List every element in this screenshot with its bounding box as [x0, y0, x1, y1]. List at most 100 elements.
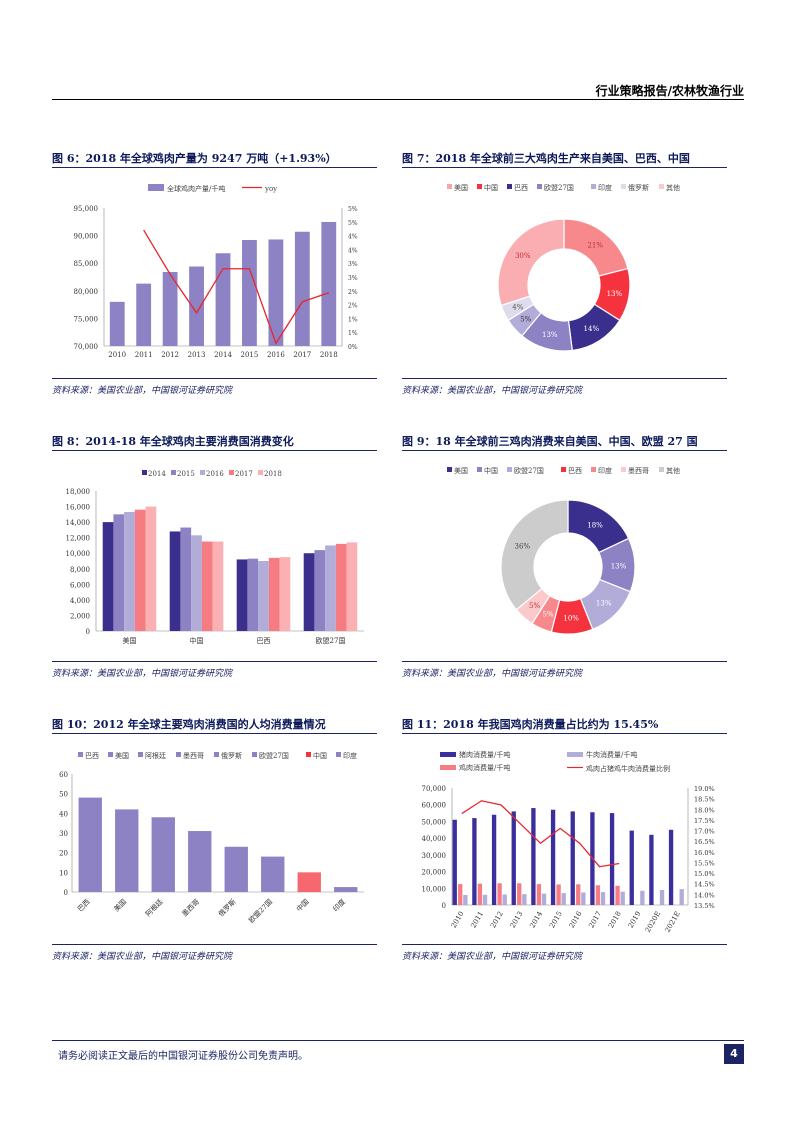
y2-tick: 14.5%	[694, 881, 715, 889]
legend-label: 美国	[115, 751, 129, 760]
bar	[294, 231, 310, 346]
figure-7-title: 图 7：2018 年全球前三大鸡肉生产来自美国、巴西、中国	[402, 150, 727, 168]
bar	[659, 889, 665, 905]
y2-tick: 3%	[348, 261, 358, 268]
footer-disclaimer: 请务必阅读正文最后的中国银河证券股份公司免责声明。	[58, 1051, 308, 1062]
page-header: 行业策略报告/农林牧渔行业	[52, 80, 744, 100]
legend-swatch	[148, 184, 164, 191]
x-tick: 2011	[135, 351, 153, 359]
legend-label: 其他	[666, 466, 680, 475]
legend-label: 印度	[598, 466, 612, 475]
x-tick: 2014	[214, 351, 232, 359]
bar	[321, 221, 337, 346]
figure-7: 图 7：2018 年全球前三大鸡肉生产来自美国、巴西、中国 美国 中国 巴西 欧盟27…	[402, 150, 727, 396]
bar	[531, 808, 536, 905]
pie-label: 13%	[611, 562, 627, 570]
pie-label: 21%	[587, 242, 603, 250]
legend-label: 俄罗斯	[221, 751, 242, 760]
pie-label: 5%	[542, 610, 553, 618]
legend-swatch	[336, 752, 341, 757]
legend-swatch	[659, 184, 664, 189]
pie-label: 13%	[542, 331, 558, 339]
legend-swatch	[214, 752, 219, 757]
legend-label: 猪肉消费量/千吨	[459, 750, 510, 759]
figure-7-source: 资料来源：美国农业部，中国银河证券研究院	[402, 378, 727, 396]
legend-swatch	[507, 467, 512, 472]
bar	[556, 884, 561, 905]
figure-9-chart: 美国 中国 欧盟27国 巴西 印度 墨西哥 其他 18% 13% 13% 10% 5%5% 36%	[402, 451, 727, 661]
x-tick: 巴西	[257, 637, 271, 645]
y-tick: 90,000	[74, 233, 99, 241]
legend-label: 中国	[313, 751, 327, 760]
figure-9-source: 资料来源：美国农业部，中国银河证券研究院	[402, 661, 727, 679]
y2-tick: 1%	[348, 316, 358, 323]
bar	[78, 797, 102, 892]
bar	[180, 527, 192, 631]
y-tick: 0	[442, 902, 446, 910]
bar	[541, 893, 547, 905]
bar	[536, 884, 542, 905]
pie-label: 13%	[596, 600, 612, 608]
y-tick: 60,000	[422, 802, 447, 810]
figure-11: 图 11：2018 年我国鸡肉消费量占比约为 15.45% 猪肉消费量/千吨 牛肉…	[402, 716, 727, 962]
bar	[201, 541, 213, 631]
y2-tick: 4%	[348, 234, 358, 241]
legend-swatch	[621, 467, 626, 472]
bar	[649, 834, 654, 905]
figure-9-title: 图 9：18 年全球前三鸡肉消费来自美国、中国、欧盟 27 国	[402, 433, 727, 451]
y-tick: 8,000	[70, 566, 90, 574]
y2-tick: 17.5%	[694, 817, 715, 825]
y-tick: 85,000	[74, 260, 99, 268]
bar	[679, 889, 684, 905]
bar	[600, 892, 606, 905]
bar	[335, 543, 347, 631]
legend-label: 2015	[177, 470, 195, 478]
y2-tick: 2%	[348, 289, 358, 296]
bar	[247, 558, 259, 631]
legend-swatch	[659, 467, 664, 472]
bar	[279, 557, 291, 631]
x-tick: 2013	[188, 351, 206, 359]
figure-8-chart: 2014 2015 2016 2017 2018 0 2,000 4,000 6,000 8,00…	[52, 451, 377, 661]
legend-swatch	[138, 752, 143, 757]
bar	[268, 557, 280, 631]
legend-swatch	[200, 470, 205, 475]
bar	[236, 559, 248, 631]
legend-label: 美国	[454, 466, 468, 475]
bar	[102, 522, 114, 631]
x-tick: 中国	[190, 636, 204, 645]
legend-label: 2017	[235, 470, 253, 478]
y-tick: 14,000	[66, 519, 91, 527]
bar	[134, 509, 146, 631]
bar	[482, 894, 488, 905]
bar	[346, 542, 358, 631]
y-tick: 2,000	[70, 612, 90, 620]
bar	[472, 818, 477, 905]
y2-tick: 14.0%	[694, 891, 715, 899]
y-tick: 50	[59, 791, 68, 799]
x-tick: 美国	[123, 636, 137, 645]
y2-tick: 5%	[348, 220, 358, 227]
legend-label: 中国	[484, 466, 498, 475]
bar	[463, 894, 468, 905]
legend-swatch	[567, 752, 583, 757]
bar	[145, 506, 157, 631]
bar	[561, 893, 566, 905]
legend-swatch	[171, 470, 176, 475]
x-tick: 2012	[161, 351, 179, 359]
x-tick: 2016	[267, 351, 285, 359]
legend-swatch	[447, 184, 452, 189]
y2-tick: 13.5%	[694, 902, 715, 910]
legend-swatch	[561, 467, 566, 472]
y2-tick: 15.5%	[694, 859, 715, 867]
legend-label: yoy	[264, 185, 277, 193]
y-tick: 20,000	[422, 869, 447, 877]
bar	[668, 829, 674, 905]
bar	[113, 514, 125, 631]
legend-label: 俄罗斯	[628, 183, 649, 192]
y2-tick: 17.0%	[694, 828, 715, 836]
bar	[261, 856, 285, 892]
bar	[458, 884, 463, 905]
figure-11-title: 图 11：2018 年我国鸡肉消费量占比约为 15.45%	[402, 716, 727, 734]
bar	[550, 809, 556, 905]
